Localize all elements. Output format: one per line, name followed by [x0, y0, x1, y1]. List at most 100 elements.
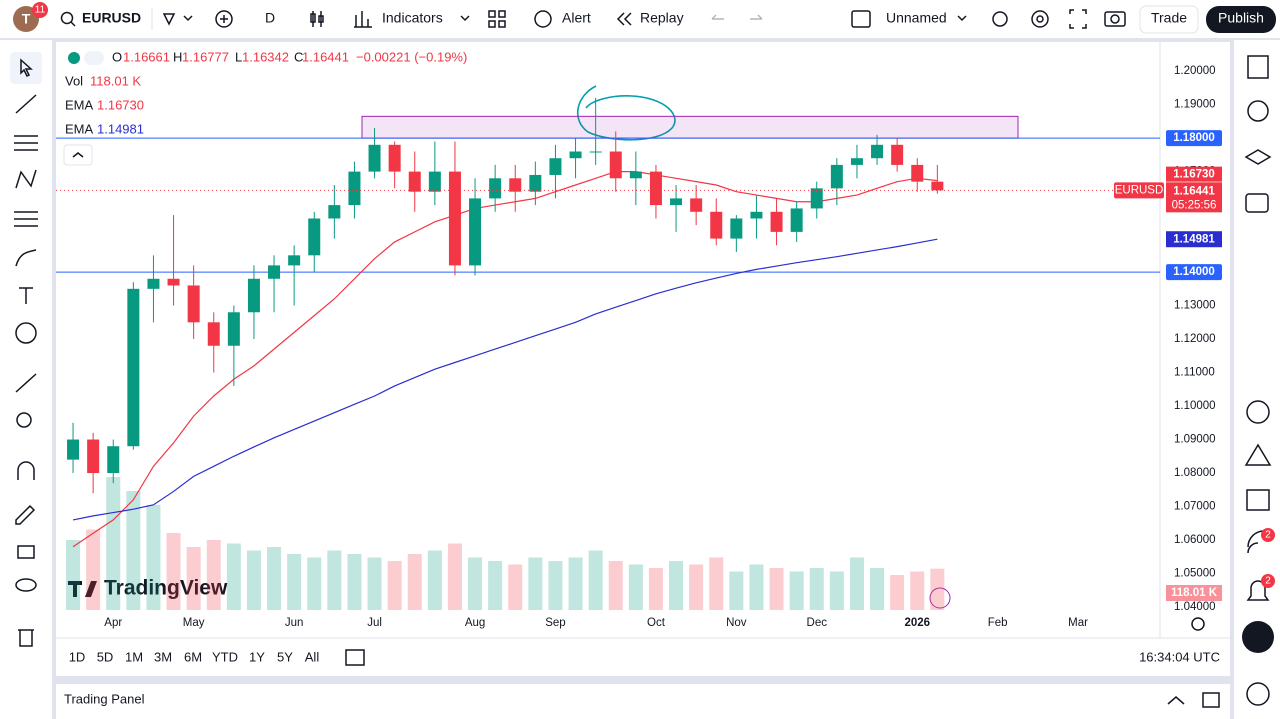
quick-search[interactable]: [992, 11, 1008, 27]
volume-bar: [407, 554, 422, 610]
replay[interactable]: Replay: [640, 10, 684, 26]
trading-panel[interactable]: Trading Panel: [64, 691, 145, 706]
fullscreen[interactable]: [1069, 9, 1087, 29]
y-tick-label: 1.04000: [1174, 601, 1216, 613]
volume-bar: [246, 550, 261, 610]
chart-type[interactable]: [310, 11, 324, 27]
chevron[interactable]: [183, 15, 193, 22]
icon-tool[interactable]: [15, 322, 37, 344]
symbol[interactable]: EURUSD: [82, 10, 141, 26]
interval[interactable]: D: [265, 10, 275, 26]
range-button[interactable]: 5Y: [277, 649, 293, 664]
ema-value: 1.14981: [97, 121, 144, 136]
symbol-tag-label: EURUSD: [1115, 184, 1164, 196]
candle-body: [891, 144, 904, 165]
alerts-panel[interactable]: [1247, 100, 1269, 122]
candle-body: [167, 278, 180, 286]
alert[interactable]: Alert: [562, 10, 591, 26]
notifications[interactable]: [1246, 580, 1270, 601]
plot: [56, 97, 1160, 610]
publish-button[interactable]: [1206, 6, 1276, 33]
candle-body: [368, 144, 381, 172]
cursor-tool[interactable]: [20, 58, 33, 78]
layers[interactable]: [1244, 149, 1272, 165]
range-button[interactable]: 5D: [97, 649, 114, 664]
volume-bar: [870, 568, 885, 610]
ema-line: [72, 238, 938, 521]
volume-bar: [267, 547, 282, 610]
zone: [361, 115, 1019, 139]
calendar[interactable]: [1246, 489, 1270, 511]
apps[interactable]: [1242, 621, 1274, 653]
ohlc-label: L: [235, 49, 242, 64]
range-button[interactable]: 1M: [125, 649, 143, 664]
add-symbol[interactable]: [215, 10, 233, 28]
range-button[interactable]: 6M: [184, 649, 202, 664]
volume-bar: [789, 571, 804, 610]
badge-count: 2: [1265, 576, 1271, 587]
range-button[interactable]: 3M: [154, 649, 172, 664]
draw-mode[interactable]: [15, 504, 36, 525]
range-button[interactable]: YTD: [212, 649, 238, 664]
help[interactable]: [1246, 682, 1270, 706]
collapse-legend[interactable]: [63, 144, 93, 166]
y-tick-label: 1.08000: [1174, 467, 1216, 479]
triangle-tool[interactable]: [1244, 443, 1272, 466]
volume-bar: [849, 557, 864, 610]
event-icon[interactable]: [929, 587, 951, 609]
axis-settings[interactable]: [1191, 617, 1205, 631]
layout-name[interactable]: Unnamed: [886, 10, 947, 26]
undo[interactable]: [711, 14, 724, 20]
expand-panel[interactable]: [1167, 696, 1185, 705]
templates[interactable]: [488, 10, 506, 28]
x-tick-label: Oct: [647, 617, 666, 629]
line-tool[interactable]: [15, 94, 37, 114]
trade-button[interactable]: [1139, 5, 1199, 34]
snapshot[interactable]: [1104, 11, 1126, 27]
chevron[interactable]: [460, 15, 470, 22]
chats[interactable]: [1245, 193, 1269, 213]
hide-tool[interactable]: [15, 578, 37, 592]
maximize-panel[interactable]: [1202, 692, 1220, 708]
search-icon: [60, 11, 74, 25]
x-tick-label: Dec: [807, 617, 828, 629]
candle-body: [730, 218, 743, 239]
target[interactable]: [1246, 400, 1270, 424]
trash-tool[interactable]: [18, 629, 34, 647]
magnet-tool[interactable]: [17, 461, 35, 480]
range-button[interactable]: All: [305, 649, 320, 664]
lock-tool[interactable]: [17, 545, 35, 559]
x-tick-label: May: [183, 617, 205, 629]
date-range[interactable]: [345, 649, 365, 666]
tool-active[interactable]: [10, 52, 42, 84]
range-button[interactable]: 1D: [69, 649, 86, 664]
compare-icon[interactable]: [162, 13, 176, 26]
measure-tool[interactable]: [15, 373, 37, 393]
fib-tool[interactable]: [14, 135, 38, 151]
ohlc-label: H: [173, 49, 182, 64]
layout-icon[interactable]: [851, 10, 871, 28]
pattern-tool[interactable]: [15, 169, 37, 189]
watchlist[interactable]: [1247, 55, 1269, 79]
brush-tool[interactable]: [15, 249, 37, 267]
chevron[interactable]: [957, 15, 967, 22]
settings[interactable]: [1031, 10, 1049, 28]
candle-body: [348, 171, 361, 206]
zoom-tool[interactable]: [16, 412, 32, 428]
countdown: 05:25:56: [1172, 199, 1217, 211]
text-tool[interactable]: [19, 287, 33, 304]
symbol-tag: [1114, 182, 1164, 199]
candle-body: [670, 198, 683, 206]
volume-bar: [387, 561, 402, 610]
streams[interactable]: [1247, 530, 1265, 554]
volume-bar: [347, 554, 362, 610]
candle-body: [207, 322, 220, 346]
volume-bar: [307, 557, 322, 610]
redo[interactable]: [750, 14, 763, 20]
candle-body: [428, 171, 441, 192]
indicators[interactable]: Indicators: [382, 10, 443, 26]
forecast-tool[interactable]: [14, 211, 38, 227]
x-tick-label: Jul: [367, 617, 382, 629]
range-button[interactable]: 1Y: [249, 649, 265, 664]
